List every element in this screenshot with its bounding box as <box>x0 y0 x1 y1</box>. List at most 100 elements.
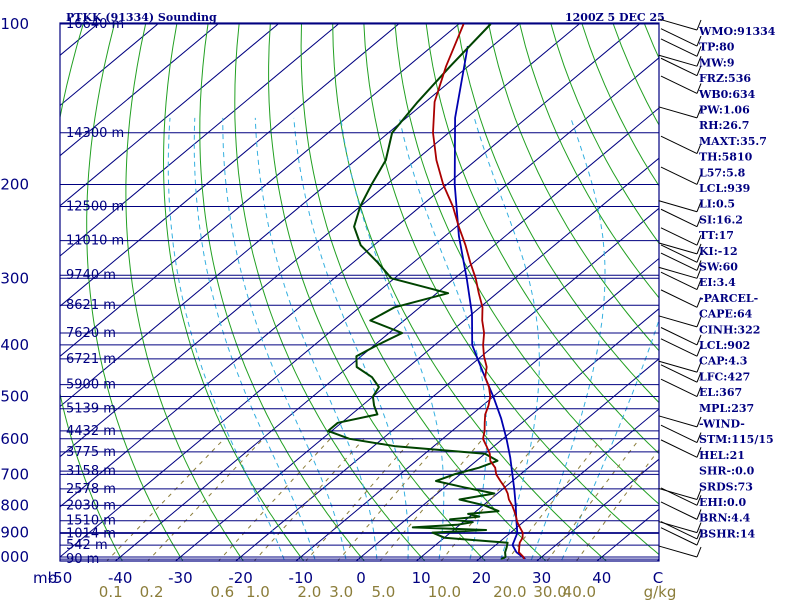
wind-barb-staff <box>658 360 698 373</box>
wind-barb-staff <box>658 106 698 119</box>
dry-adiabat-line <box>162 23 305 561</box>
wind-barb-staff <box>660 252 698 271</box>
wind-barb-staff <box>658 54 698 67</box>
index-entry: MPL:237 <box>699 402 754 415</box>
isotherm-line <box>60 23 461 357</box>
wind-barb-flag <box>696 372 702 383</box>
wind-barb-flag <box>696 83 702 94</box>
mixing-ratio-tick-label: 0.1 <box>99 583 123 600</box>
pressure-tick-label: 900 <box>0 524 29 542</box>
height-label: 4432 m <box>66 424 116 439</box>
temperature-unit-label: C <box>653 569 663 587</box>
wind-barb-staff <box>660 38 698 57</box>
wind-barb-staff <box>658 200 698 213</box>
indices-panel: WMO:91334 TP:80 MW:9 FRZ:536 WB0:634 PW:1.06 R… <box>698 25 776 540</box>
index-entry: MAXT:35.7 <box>699 135 767 148</box>
wind-barb-staff <box>660 501 698 520</box>
mixing-ratio-tick-label: 3.0 <box>329 583 353 600</box>
dry-adiabat-line <box>300 23 547 561</box>
temperature-tick-label: -50 <box>48 569 73 587</box>
isotherm-line <box>536 458 659 561</box>
isotherm-line <box>174 157 659 561</box>
wind-barb-flag <box>696 19 702 31</box>
index-entry: SI:16.2 <box>699 213 743 226</box>
isotherm-line <box>60 23 220 157</box>
temperature-tick-label: -20 <box>228 569 253 587</box>
mixing-ratio-line <box>440 438 541 561</box>
chart-title: PTKK (91334) Sounding <box>66 11 217 24</box>
mixing-ratio-line <box>546 438 641 561</box>
height-label: 6721 m <box>66 352 116 367</box>
wind-barb-staff <box>660 424 698 444</box>
wind-barb-flag <box>696 509 702 520</box>
index-entry: TT:17 <box>699 229 734 242</box>
temperature-tick-label: -30 <box>168 569 193 587</box>
mixing-ratio-tick-label: 10.0 <box>428 583 461 600</box>
temperature-tick-label: -40 <box>108 569 133 587</box>
dry-adiabat-line <box>125 23 244 561</box>
wind-barb-flag <box>696 243 702 255</box>
wind-barb-flag <box>696 174 702 185</box>
index-entry: LCL:939 <box>699 182 750 195</box>
mixing-ratio-tick-label: 0.6 <box>210 583 234 600</box>
pressure-tick-label: 200 <box>0 175 29 193</box>
mixing-ratio-unit-label: g/kg <box>644 583 677 600</box>
plot-border <box>59 22 660 562</box>
wind-barb-staff <box>660 57 698 77</box>
wind-barb-flag <box>696 35 702 47</box>
height-label: 1510 m <box>66 514 116 529</box>
height-label: 2030 m <box>66 498 116 513</box>
index-entry: -PARCEL- <box>699 292 758 305</box>
dry-adiabat-line <box>519 23 659 299</box>
index-entry: LFC:427 <box>699 370 750 383</box>
index-entry: FRZ:536 <box>699 72 751 85</box>
wind-barb-flag <box>696 528 702 540</box>
wind-barb-flag <box>696 534 702 546</box>
parcel-trace <box>453 45 526 560</box>
mixing-ratio-tick-label: 2.0 <box>297 583 321 600</box>
index-entry: WMO:91334 <box>698 25 776 38</box>
temperature-tick-label: 10 <box>412 569 431 587</box>
height-label: 14300 m <box>66 126 124 141</box>
dewpoint-trace <box>327 23 509 560</box>
wind-barb-staff <box>660 28 698 47</box>
pressure-tick-label: 300 <box>0 269 29 287</box>
pressure-tick-label: 700 <box>0 465 29 483</box>
dry-adiabat-line <box>487 23 659 352</box>
height-label: 1014 m <box>66 526 116 541</box>
height-label: 5139 m <box>66 402 116 417</box>
index-entry: CAPE:64 <box>699 308 753 321</box>
mixing-ratio-tick-label: 1.0 <box>246 583 270 600</box>
index-entry: EHI:0.0 <box>699 496 746 509</box>
chart-datetime: 1200Z 5 DEC 25 <box>565 11 665 24</box>
isotherm-line <box>114 107 659 561</box>
height-label: 5900 m <box>66 378 116 393</box>
temperature-tick-label: 0 <box>356 569 366 587</box>
isotherm-line <box>295 257 659 561</box>
wind-barb-flag <box>696 489 702 500</box>
wind-barb-staff <box>660 271 698 291</box>
mixing-ratio-line <box>575 448 659 561</box>
mixing-ratio-line <box>337 438 444 561</box>
temperature-tick-label: 30 <box>532 569 551 587</box>
dry-adiabat-line <box>86 23 184 561</box>
wind-barb-staff <box>658 415 698 428</box>
wind-barb-flag <box>696 495 702 506</box>
mixing-ratio-tick-label: 5.0 <box>371 583 395 600</box>
dry-adiabat-line <box>60 23 123 561</box>
index-entry: CINH:322 <box>699 323 760 336</box>
wind-barb-staff <box>658 242 698 255</box>
wind-barb-flag <box>696 56 702 67</box>
height-label: 11010 m <box>66 234 124 249</box>
isotherm-line <box>60 23 642 508</box>
wind-barb-staff <box>660 208 698 228</box>
index-entry: BRN:4.4 <box>699 512 751 525</box>
dry-adiabat-line <box>363 23 659 556</box>
index-entry: SW:60 <box>699 261 738 274</box>
labels-layer: PTKK (91334) Sounding 1200Z 5 DEC 25 10 0… <box>0 11 676 600</box>
wind-barb-flag <box>696 432 702 443</box>
height-label: 9740 m <box>66 268 116 283</box>
isotherm-line <box>60 23 281 207</box>
dry-adiabat-line <box>550 23 659 244</box>
